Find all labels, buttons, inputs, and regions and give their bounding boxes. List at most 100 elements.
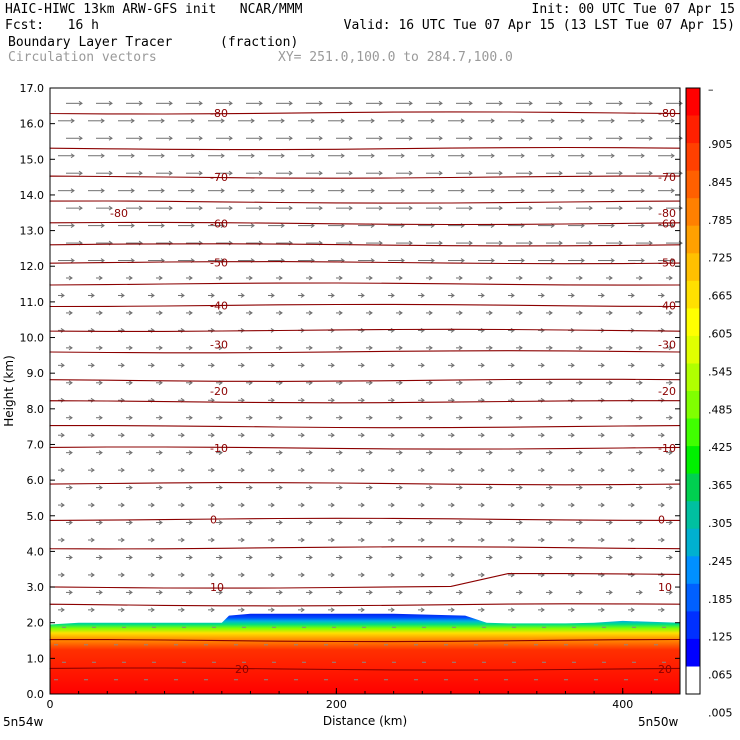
wind-vector — [306, 520, 313, 525]
wind-vector — [606, 345, 613, 351]
wind-vector-head — [518, 275, 523, 281]
wind-vector — [568, 293, 575, 298]
wind-vector — [366, 380, 373, 386]
wind-vector-head — [458, 555, 463, 560]
wind-vector-head — [668, 345, 673, 351]
wind-vector-head — [608, 450, 613, 456]
wind-vector — [486, 275, 493, 281]
wind-vector — [186, 415, 193, 421]
wind-vector-head — [368, 485, 373, 491]
wind-vector-head — [98, 310, 103, 316]
wind-vector-head — [670, 258, 675, 263]
wind-vector — [388, 432, 395, 438]
wind-vector — [268, 397, 275, 403]
wind-vector — [628, 607, 635, 613]
wind-vector-head — [338, 345, 343, 351]
wind-vector-head — [158, 520, 163, 525]
wind-vector — [216, 485, 223, 491]
colorbar-swatch — [686, 170, 700, 199]
wind-vector-head — [518, 380, 523, 386]
wind-vector-head — [480, 432, 485, 438]
wind-vector — [636, 310, 643, 316]
wind-vector — [156, 135, 173, 141]
wind-vector — [666, 310, 673, 316]
wind-vector — [216, 520, 223, 525]
wind-vector-head — [300, 467, 305, 473]
isotherm-label: -30 — [658, 339, 676, 352]
wind-vector — [66, 520, 73, 525]
wind-vector — [448, 572, 455, 578]
wind-vector — [448, 153, 465, 159]
wind-vector — [516, 485, 523, 491]
colorbar-swatch — [686, 583, 700, 612]
wind-vector — [118, 607, 125, 613]
wind-vector — [148, 607, 155, 613]
wind-vector — [216, 170, 233, 176]
wind-vector — [88, 607, 95, 613]
wind-vector — [156, 520, 163, 525]
wind-vector — [298, 223, 315, 229]
wind-vector-head — [90, 467, 95, 473]
wind-vector-head — [70, 153, 75, 159]
wind-vector-head — [348, 170, 353, 176]
wind-vector-head — [540, 467, 545, 473]
wind-vector — [276, 520, 283, 525]
wind-vector — [126, 520, 133, 525]
wind-vector-head — [288, 135, 293, 141]
wind-vector-head — [548, 555, 553, 560]
y-tick-label: 9.0 — [27, 367, 45, 380]
wind-vector — [598, 362, 605, 368]
wind-vector — [568, 467, 575, 473]
wind-vector-head — [70, 188, 75, 194]
wind-vector — [216, 240, 233, 246]
wind-vector — [66, 415, 73, 421]
wind-vector-head — [668, 589, 673, 595]
isotherm-line — [49, 175, 680, 179]
wind-vector-head — [398, 520, 403, 525]
wind-vector — [358, 467, 365, 473]
wind-vector-head — [428, 380, 433, 386]
wind-vector — [568, 118, 585, 124]
wind-vector — [628, 537, 635, 543]
wind-vector-head — [360, 432, 365, 438]
y-tick-label: 14.0 — [20, 189, 45, 202]
wind-vector-head — [390, 293, 395, 298]
wind-vector-head — [540, 293, 545, 298]
wind-vector-head — [540, 537, 545, 543]
isotherm-line — [49, 328, 681, 332]
wind-vector — [238, 467, 245, 473]
wind-vector — [336, 345, 343, 351]
wind-vector-head — [168, 170, 173, 176]
wind-vector-head — [270, 467, 275, 473]
wind-vector-head — [150, 362, 155, 368]
wind-vector-head — [258, 100, 263, 106]
wind-vector-head — [518, 589, 523, 595]
wind-vector-head — [90, 572, 95, 578]
wind-vector — [606, 380, 613, 386]
wind-vector-head — [468, 205, 473, 211]
y-tick-label: 8.0 — [27, 403, 45, 416]
wind-vector — [96, 170, 113, 176]
wind-vector — [426, 415, 433, 421]
wind-vector-head — [570, 502, 575, 508]
wind-vector-head — [450, 502, 455, 508]
colorbar-label: .845 — [708, 176, 733, 189]
wind-vector-head — [168, 205, 173, 211]
wind-vector — [328, 432, 335, 438]
wind-vector-head — [240, 537, 245, 543]
wind-vector-head — [548, 450, 553, 456]
wind-vector — [336, 485, 343, 491]
wind-vector — [336, 589, 343, 595]
wind-vector-head — [360, 502, 365, 508]
wind-vector — [96, 345, 103, 351]
wind-vector-head — [450, 537, 455, 543]
wind-vector — [246, 589, 253, 595]
colorbar-label: .665 — [708, 290, 733, 303]
wind-vector — [96, 555, 103, 560]
wind-vector-head — [570, 397, 575, 403]
wind-vector — [486, 205, 503, 211]
isotherm-line — [49, 400, 680, 404]
wind-vector — [538, 258, 555, 263]
colorbar-label: .485 — [708, 403, 733, 416]
wind-vector — [148, 537, 155, 543]
